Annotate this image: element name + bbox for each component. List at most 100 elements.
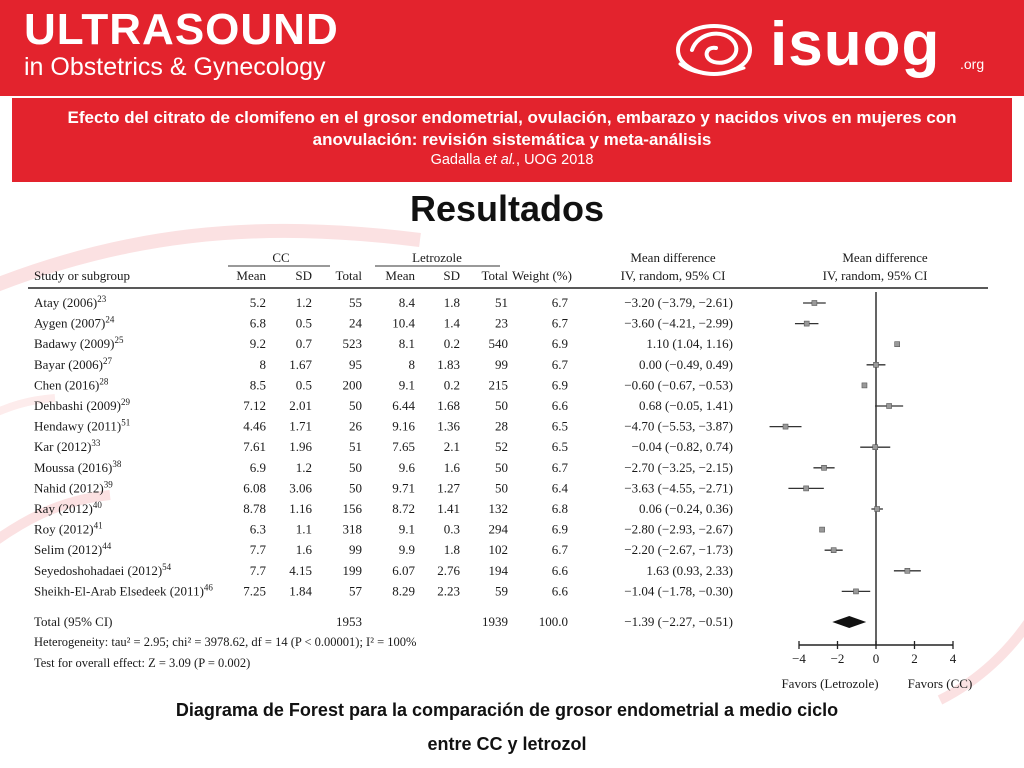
let-sd-value: 1.27 [437,480,460,495]
study-name: Badawy (2009)25 [34,335,124,351]
let-sd-value: 2.1 [444,439,460,454]
total-ci-value: −1.39 (−2.27, −0.51) [624,614,733,629]
let-mean-value: 9.16 [392,419,415,434]
cc-sd-value: 0.7 [296,336,313,351]
weight-value: 6.6 [552,583,569,598]
md-ci-value: 0.00 (−0.49, 0.49) [639,357,733,372]
let-sd-value: 1.6 [444,460,461,475]
let-total-value: 194 [489,563,509,578]
weight-value: 6.7 [552,357,569,372]
let-sd-value: 1.4 [444,316,461,331]
col-let-mean-header: Mean [385,268,415,283]
md-ci-value: −2.80 (−2.93, −2.67) [624,522,733,537]
total-label: Total (95% CI) [34,614,113,629]
x-tick-label: −2 [831,651,845,666]
cc-sd-value: 1.71 [289,419,312,434]
total-weight: 100.0 [539,614,568,629]
let-sd-value: 2.76 [437,563,460,578]
cc-sd-value: 4.15 [289,563,312,578]
col-let-total-header: Total [481,268,508,283]
let-total-value: 50 [495,460,508,475]
let-total-value: 215 [489,377,509,392]
point-estimate [803,320,810,327]
total-cc-n: 1953 [336,614,362,629]
let-mean-value: 6.44 [392,398,415,413]
cc-total-value: 50 [349,460,362,475]
md-ci-value: 0.06 (−0.24, 0.36) [639,501,733,516]
md-ci-value: −3.63 (−4.55, −2.71) [624,480,733,495]
cc-total-value: 50 [349,398,362,413]
study-name: Moussa (2016)38 [34,459,122,475]
cc-mean-value: 6.08 [243,480,266,495]
let-mean-value: 9.71 [392,480,415,495]
let-mean-value: 10.4 [392,316,415,331]
x-tick-label: 0 [873,651,880,666]
cc-mean-value: 7.7 [250,563,267,578]
cc-total-value: 95 [349,357,362,372]
logo-wordmark: isuog [770,10,941,79]
let-mean-value: 8.72 [392,501,415,516]
journal-title: ULTRASOUND [24,5,339,54]
cc-mean-value: 6.3 [250,522,266,537]
md-ci-value: −4.70 (−5.53, −3.87) [624,419,733,434]
col-study-header: Study or subgroup [34,268,130,283]
md-ci-value: −3.20 (−3.79, −2.61) [624,295,733,310]
weight-value: 6.8 [552,501,568,516]
cc-total-value: 99 [349,542,362,557]
article-citation: Gadalla et al., UOG 2018 [430,152,594,168]
cc-sd-value: 1.67 [289,357,312,372]
cc-total-value: 26 [349,419,363,434]
journal-subtitle: in Obstetrics & Gynecology [24,53,326,81]
cc-total-value: 50 [349,480,362,495]
study-name: Ray (2012)40 [34,500,102,516]
let-total-value: 50 [495,398,508,413]
let-mean-value: 9.1 [399,377,415,392]
let-total-value: 99 [495,357,508,372]
point-estimate [821,464,827,471]
point-estimate [861,382,868,389]
cc-sd-value: 1.84 [289,583,312,598]
journal-header: ULTRASOUND in Obstetrics & Gynecology is… [0,0,1024,96]
isuog-logo: isuog .org [670,10,1000,88]
let-total-value: 23 [495,316,508,331]
point-estimate [886,403,892,409]
figure-caption-line2: entre CC y letrozol [427,734,587,754]
point-estimate [803,485,809,492]
weight-value: 6.7 [552,460,569,475]
point-estimate [811,300,818,306]
overall-effect-text: Test for overall effect: Z = 3.09 (P = 0… [34,656,250,670]
cc-total-value: 523 [343,336,363,351]
study-name: Nahid (2012)39 [34,479,113,495]
figure-caption-line1: Diagrama de Forest para la comparación d… [175,700,839,720]
cc-mean-value: 7.25 [243,583,266,598]
article-title: Efecto del citrato de clomifeno en el gr… [67,108,957,149]
favors-cc-label: Favors (CC) [908,676,973,691]
weight-value: 6.9 [552,522,568,537]
cc-total-value: 24 [349,316,363,331]
col-weight-header: Weight (%) [512,268,572,283]
study-name: Atay (2006)23 [34,294,107,310]
col-cc-total-header: Total [335,268,362,283]
cc-mean-value: 9.2 [250,336,266,351]
md-ci-value: 1.63 (0.93, 2.33) [646,563,733,578]
let-sd-value: 0.2 [444,336,460,351]
md-ci-value: 0.68 (−0.05, 1.41) [639,398,733,413]
let-total-value: 28 [495,419,508,434]
let-sd-value: 1.8 [444,295,460,310]
let-sd-value: 0.3 [444,522,460,537]
col-let-sd-header: SD [443,268,460,283]
weight-value: 6.9 [552,377,568,392]
md-ci-value: −2.70 (−3.25, −2.15) [624,460,733,475]
let-mean-value: 8.4 [399,295,416,310]
md-ci-value: −3.60 (−4.21, −2.99) [624,316,733,331]
point-estimate [830,547,837,554]
study-name: Kar (2012)33 [34,438,101,454]
study-name: Selim (2012)44 [34,541,112,557]
let-sd-value: 1.68 [437,398,460,413]
study-name: Sheikh-El-Arab Elsedeek (2011)46 [34,582,213,598]
point-estimate [819,526,825,533]
let-mean-value: 8 [409,357,416,372]
md-ci-value: −0.60 (−0.67, −0.53) [624,377,733,392]
article-banner: Efecto del citrato de clomifeno en el gr… [12,98,1012,182]
